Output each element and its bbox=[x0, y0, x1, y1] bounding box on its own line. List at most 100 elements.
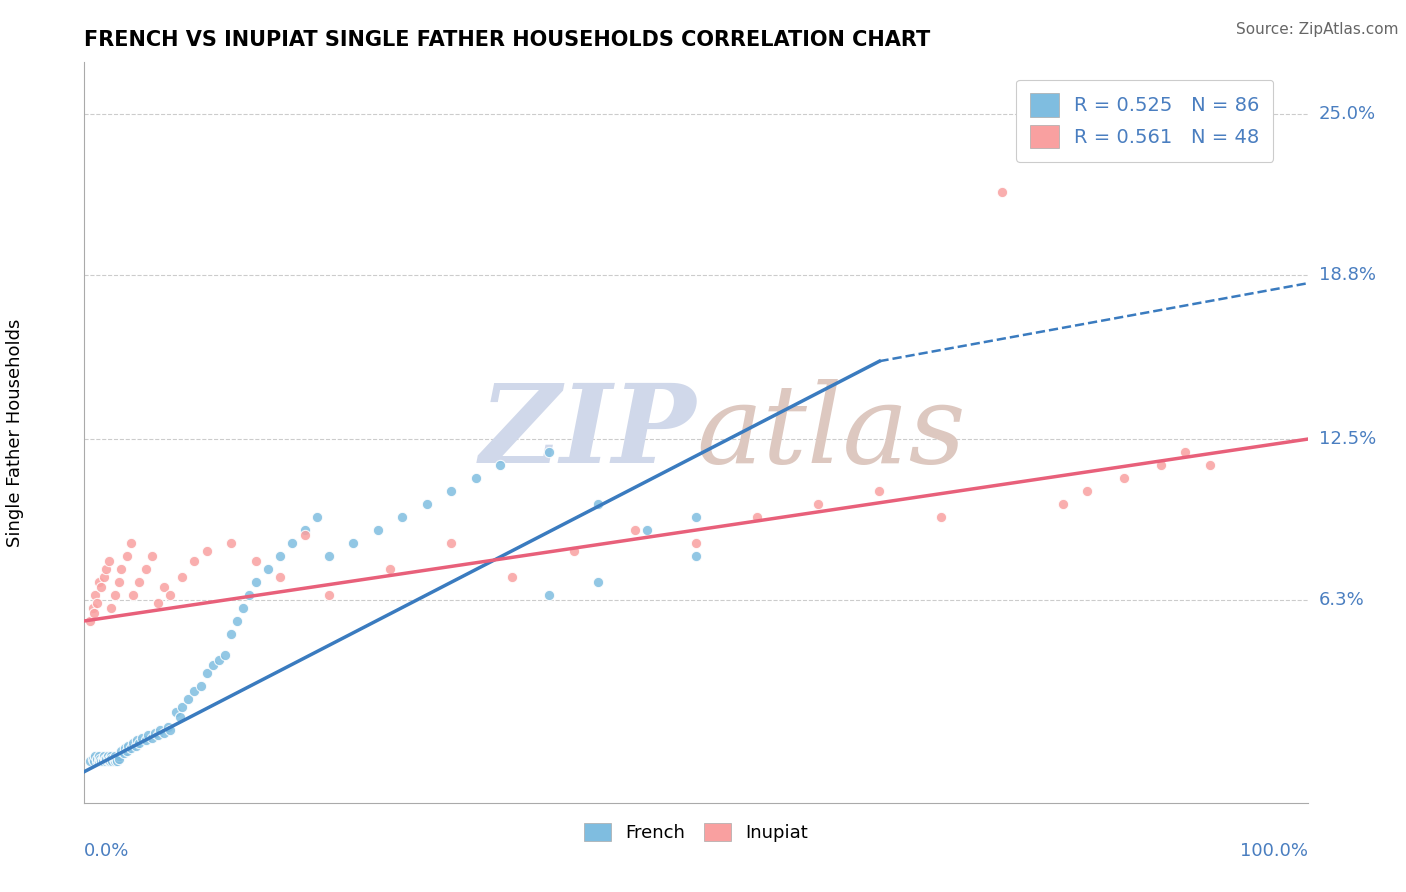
Point bbox=[115, 744, 138, 758]
Point bbox=[190, 679, 212, 693]
Point bbox=[269, 570, 291, 584]
Point bbox=[214, 648, 236, 662]
Point bbox=[1114, 471, 1136, 485]
Point bbox=[156, 721, 179, 735]
Point bbox=[747, 510, 769, 524]
Point bbox=[87, 754, 110, 768]
Point bbox=[807, 497, 830, 511]
Point bbox=[91, 754, 114, 768]
Point bbox=[538, 445, 561, 459]
Point bbox=[238, 588, 260, 602]
Point bbox=[195, 544, 218, 558]
Text: 6.3%: 6.3% bbox=[1319, 591, 1364, 609]
Point bbox=[96, 562, 118, 576]
Point bbox=[128, 736, 150, 750]
Point bbox=[1076, 484, 1098, 499]
Text: 18.8%: 18.8% bbox=[1319, 267, 1375, 285]
Point bbox=[90, 754, 112, 768]
Point bbox=[153, 725, 176, 739]
Point bbox=[105, 751, 128, 765]
Point bbox=[93, 570, 115, 584]
Point bbox=[685, 536, 707, 550]
Point bbox=[146, 728, 169, 742]
Point bbox=[562, 544, 585, 558]
Point bbox=[98, 754, 121, 768]
Text: Source: ZipAtlas.com: Source: ZipAtlas.com bbox=[1236, 22, 1399, 37]
Point bbox=[208, 653, 231, 667]
Point bbox=[440, 536, 463, 550]
Point bbox=[502, 16, 524, 30]
Text: ZIP: ZIP bbox=[479, 379, 696, 486]
Point bbox=[101, 754, 124, 768]
Point bbox=[107, 574, 129, 589]
Point bbox=[91, 751, 114, 765]
Point bbox=[281, 536, 304, 550]
Point bbox=[165, 705, 187, 719]
Point bbox=[489, 458, 512, 472]
Point bbox=[104, 588, 127, 602]
Point bbox=[87, 574, 110, 589]
Point bbox=[318, 588, 340, 602]
Legend: French, Inupiat: French, Inupiat bbox=[576, 815, 815, 849]
Point bbox=[100, 751, 122, 765]
Point bbox=[103, 751, 125, 765]
Point bbox=[294, 528, 316, 542]
Point bbox=[90, 580, 112, 594]
Point bbox=[100, 749, 122, 764]
Point bbox=[318, 549, 340, 563]
Point bbox=[226, 614, 249, 628]
Point bbox=[136, 728, 159, 742]
Point bbox=[219, 627, 242, 641]
Point bbox=[586, 574, 609, 589]
Point bbox=[177, 692, 200, 706]
Point bbox=[153, 580, 176, 594]
Point bbox=[120, 741, 142, 756]
Point bbox=[367, 523, 389, 537]
Point bbox=[929, 510, 952, 524]
Point bbox=[117, 739, 139, 753]
Point bbox=[97, 554, 120, 568]
Text: 12.5%: 12.5% bbox=[1319, 430, 1376, 448]
Point bbox=[294, 523, 316, 537]
Point bbox=[232, 601, 254, 615]
Point bbox=[93, 749, 115, 764]
Point bbox=[125, 739, 148, 753]
Point bbox=[159, 588, 181, 602]
Point bbox=[122, 588, 145, 602]
Point bbox=[82, 601, 104, 615]
Point bbox=[143, 725, 166, 739]
Point bbox=[87, 749, 110, 764]
Point bbox=[135, 562, 157, 576]
Point bbox=[86, 754, 108, 768]
Point bbox=[1150, 458, 1173, 472]
Point bbox=[104, 754, 127, 768]
Point bbox=[114, 741, 136, 756]
Point bbox=[131, 731, 153, 745]
Point bbox=[146, 596, 169, 610]
Point bbox=[83, 754, 105, 768]
Point bbox=[104, 749, 127, 764]
Point bbox=[172, 570, 194, 584]
Point bbox=[685, 549, 707, 563]
Text: Single Father Households: Single Father Households bbox=[6, 318, 24, 547]
Point bbox=[128, 574, 150, 589]
Point bbox=[83, 606, 105, 620]
Point bbox=[245, 554, 267, 568]
Point bbox=[125, 733, 148, 747]
Point bbox=[869, 484, 891, 499]
Point bbox=[257, 562, 280, 576]
Point bbox=[107, 751, 129, 765]
Text: 25.0%: 25.0% bbox=[1319, 105, 1376, 123]
Point bbox=[141, 549, 163, 563]
Point bbox=[89, 751, 111, 765]
Point bbox=[84, 749, 107, 764]
Point bbox=[183, 554, 205, 568]
Point bbox=[1174, 445, 1197, 459]
Point bbox=[636, 523, 658, 537]
Point bbox=[135, 733, 157, 747]
Point bbox=[305, 510, 328, 524]
Point bbox=[172, 699, 194, 714]
Point bbox=[159, 723, 181, 737]
Point bbox=[82, 751, 104, 765]
Point bbox=[342, 536, 364, 550]
